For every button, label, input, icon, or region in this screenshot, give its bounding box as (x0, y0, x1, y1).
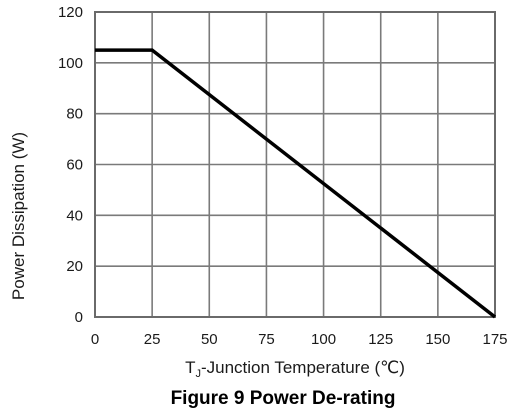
x-axis-label-subscript: J (195, 368, 201, 380)
y-axis-ticks: 0 20 40 60 80 100 120 (58, 4, 83, 326)
x-tick-label: 75 (258, 331, 275, 348)
x-tick-label: 175 (482, 331, 507, 348)
x-tick-label: 50 (201, 331, 218, 348)
x-axis-label-rest: -Junction Temperature (℃) (201, 358, 405, 377)
y-axis-label: Power Dissipation (W) (9, 132, 28, 300)
y-tick-label: 20 (66, 258, 83, 275)
x-axis-ticks: 0 25 50 75 100 125 150 175 (91, 331, 508, 348)
x-tick-label: 0 (91, 331, 99, 348)
y-tick-label: 80 (66, 106, 83, 123)
x-tick-label: 100 (311, 331, 336, 348)
y-tick-label: 0 (75, 309, 83, 326)
x-axis-label: TJ-Junction Temperature (℃) (185, 358, 405, 380)
grid-layer (94, 11, 496, 318)
y-tick-label: 60 (66, 157, 83, 174)
series-layer (95, 48, 497, 319)
x-tick-label: 150 (425, 331, 450, 348)
figure-title: Figure 9 Power De-rating (171, 388, 396, 409)
x-tick-label: 125 (368, 331, 393, 348)
y-tick-label: 100 (58, 55, 83, 72)
x-axis-label-main: T (185, 358, 195, 377)
x-tick-label: 25 (144, 331, 161, 348)
y-tick-label: 120 (58, 4, 83, 21)
plot-area-frame (94, 11, 496, 318)
derating-curve-line (95, 48, 497, 319)
y-tick-label: 40 (66, 207, 83, 224)
